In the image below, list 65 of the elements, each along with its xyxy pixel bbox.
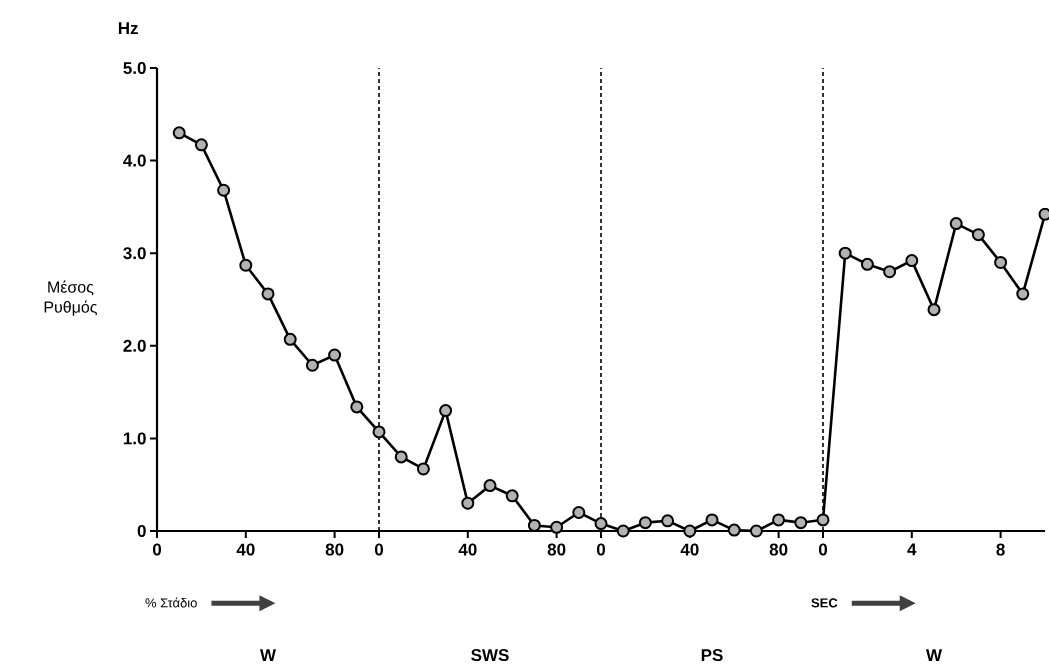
point [1016,287,1030,301]
point [239,258,253,272]
point [328,348,342,362]
y-tick-label: 5.0 [123,61,146,75]
point [616,524,630,538]
point [394,450,408,464]
point [994,255,1008,269]
point [638,516,652,530]
x-tick-label: 80 [325,543,344,556]
y-tick-label: 1.0 [123,432,146,445]
x-tick-label: 40 [680,543,699,556]
text: % Στάδιο [145,597,197,608]
text: W [926,649,943,661]
point [971,228,985,242]
point [883,265,897,279]
y-tick-label: 0 [137,524,146,538]
point [661,514,675,528]
x-tick-label: 0 [152,543,162,556]
point [749,524,763,538]
point [794,516,808,530]
y-tick-label: 3.0 [123,247,146,260]
text: W [260,649,277,661]
point [261,287,275,301]
point [416,462,430,476]
x-tick-label: 0 [818,543,828,556]
x-tick-label: 40 [458,543,477,556]
point [172,126,186,140]
point [350,400,364,414]
y-tick-label: 2.0 [123,339,146,352]
point [949,217,963,231]
point [905,254,919,268]
point [927,303,941,317]
point [194,138,208,152]
x-tick-label: 40 [236,543,255,556]
point [727,523,741,537]
y-tick-label: 4.0 [123,154,146,167]
point [860,257,874,271]
point [838,246,852,260]
y-axis-title: Μέσος Ρυθμός [44,280,97,316]
point [772,513,786,527]
point [550,520,564,534]
x-tick-label: 4 [907,543,917,556]
point [439,404,453,418]
x-tick-label: 80 [769,543,788,556]
x-tick-label: 80 [547,543,566,556]
point [594,517,608,531]
point [217,183,231,197]
text: SEC [811,598,838,608]
text: Hz [118,22,138,35]
point [527,518,541,532]
text: SWS [471,649,509,662]
point [505,489,519,503]
x-tick-label: 0 [596,543,606,556]
point [705,513,719,527]
point [483,479,497,493]
point [683,524,697,538]
point [816,513,830,527]
point [305,358,319,372]
point [572,505,586,519]
x-tick-label: 8 [996,543,1005,556]
point [461,496,475,510]
point [372,425,386,439]
point [283,332,297,346]
text: PS [701,649,723,662]
x-tick-label: 0 [374,543,384,556]
